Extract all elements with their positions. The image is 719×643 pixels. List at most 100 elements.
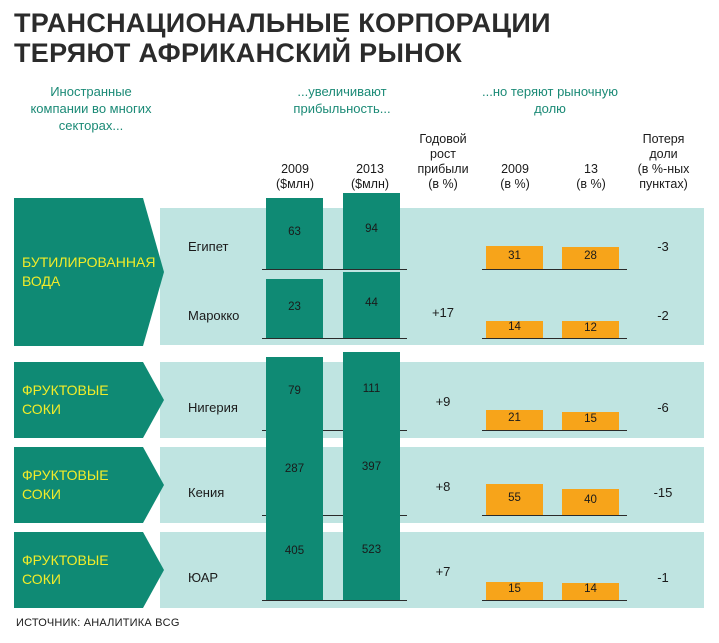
- bar-profit-2009: [266, 506, 323, 600]
- baseline-share: [482, 338, 627, 339]
- subtitle-middle-line: прибыльность...: [293, 101, 391, 116]
- bar-label-share-13: 12: [584, 321, 597, 334]
- bar-label-share-13: 40: [584, 494, 597, 507]
- subtitle-right-line: ...но теряют рыночную: [482, 84, 618, 99]
- subtitle-left: Иностранные компании во многих секторах.…: [16, 83, 166, 134]
- bar-label-profit-2013: 523: [361, 543, 382, 556]
- title-line-2: ТЕРЯЮТ АФРИКАНСКИЙ РЫНОК: [14, 38, 463, 68]
- bar-share-13: [562, 412, 619, 430]
- bar-label-share-2009: 55: [508, 491, 521, 504]
- col-header-line: Годовой: [419, 132, 467, 146]
- bar-profit-2009: [266, 198, 323, 269]
- country-label: Египет: [188, 239, 229, 254]
- bar-profit-2009: [266, 426, 323, 515]
- growth-value-nigeria: +9: [435, 394, 451, 409]
- col-header-line: (в %-ных: [637, 162, 690, 176]
- bar-label-share-13: 14: [584, 583, 597, 596]
- growth-value-sa: +7: [435, 564, 451, 579]
- bar-label-share-13: 28: [584, 250, 597, 263]
- baseline-profit: [262, 269, 407, 270]
- growth-value-water: +17: [431, 305, 455, 320]
- sector-label-text: БУТИЛИРОВАННАЯ ВОДА: [22, 253, 156, 291]
- bar-label-share-2009: 21: [508, 412, 521, 425]
- bar-profit-2009: [266, 279, 323, 338]
- bar-label-share-2009: 15: [508, 583, 521, 596]
- baseline-share: [482, 600, 627, 601]
- country-label: ЮАР: [188, 570, 219, 585]
- bar-share-2009: [486, 484, 543, 515]
- col-header-line: рост: [430, 147, 456, 161]
- bar-label-profit-2013: 111: [362, 383, 381, 396]
- bar-share-13: [562, 489, 619, 515]
- col-header-line: ($млн): [350, 177, 390, 191]
- growth-value-kenya: +8: [435, 479, 451, 494]
- sector-label-juice-nigeria: ФРУКТОВЫЕ СОКИ: [14, 362, 164, 438]
- title-line-1: ТРАНСНАЦИОНАЛЬНЫЕ КОРПОРАЦИИ: [14, 8, 551, 38]
- col-header-line: 2013: [356, 162, 384, 176]
- bar-profit-2013: [343, 352, 400, 430]
- bar-share-2009: [486, 246, 543, 269]
- sector-label-text: ФРУКТОВЫЕ СОКИ: [22, 552, 109, 587]
- section-band-water: [160, 208, 704, 345]
- loss-value: -15: [653, 485, 673, 500]
- col-header-line: пунктах): [639, 177, 688, 191]
- bar-label-profit-2013: 397: [361, 460, 382, 473]
- subtitle-left-line: Иностранные: [50, 84, 132, 99]
- subtitle-right-line: долю: [534, 101, 566, 116]
- bar-share-13: [562, 247, 619, 269]
- country-label: Кения: [188, 485, 225, 500]
- bar-share-2009: [486, 582, 543, 600]
- bar-profit-2009: [266, 356, 323, 430]
- bar-label-profit-2013: 94: [365, 223, 378, 236]
- col-header-line: Потеря: [642, 132, 685, 146]
- col-header-line: 2009: [501, 162, 529, 176]
- loss-value: -6: [657, 400, 669, 415]
- bar-share-2009: [486, 320, 543, 338]
- bar-profit-2013: [343, 422, 400, 515]
- col-header-line: (в %): [500, 177, 530, 191]
- col-header-line: 2009: [281, 162, 309, 176]
- col-header-line: ($млн): [275, 177, 315, 191]
- subtitle-middle: ...увеличивают прибыльность...: [262, 83, 422, 117]
- col-header-line: (в %): [576, 177, 606, 191]
- bar-label-profit-2013: 44: [365, 296, 378, 309]
- bar-profit-2013: [343, 503, 400, 600]
- loss-value: -2: [657, 308, 669, 323]
- baseline-share: [482, 430, 627, 431]
- baseline-share: [482, 515, 627, 516]
- sector-label-text: ФРУКТОВЫЕ СОКИ: [22, 382, 109, 417]
- baseline-profit: [262, 430, 407, 431]
- col-header-loss: Потеря доли (в %-ных пунктах): [626, 132, 701, 192]
- loss-value: -3: [657, 239, 669, 254]
- col-header-growth: Годовой рост прибыли (в %): [408, 132, 478, 192]
- chart-title: ТРАНСНАЦИОНАЛЬНЫЕ КОРПОРАЦИИ ТЕРЯЮТ АФРИ…: [14, 8, 551, 68]
- col-header-profit-2013: 2013 ($млн): [340, 162, 400, 192]
- col-header-line: прибыли: [417, 162, 469, 176]
- bar-share-2009: [486, 410, 543, 430]
- subtitle-middle-line: ...увеличивают: [297, 84, 387, 99]
- bar-label-profit-2009: 63: [288, 225, 301, 238]
- bar-profit-2013: [343, 193, 400, 269]
- col-header-share-13: 13 (в %): [561, 162, 621, 192]
- baseline-share: [482, 269, 627, 270]
- sector-label-line: БУТИЛИРОВАННАЯ: [22, 254, 156, 270]
- sector-label-juice-kenya: ФРУКТОВЫЕ СОКИ: [14, 447, 164, 523]
- sector-label-line: ВОДА: [22, 273, 61, 289]
- col-header-line: доли: [649, 147, 678, 161]
- col-header-line: 13: [584, 162, 598, 176]
- bar-label-profit-2009: 287: [284, 462, 305, 475]
- sector-label-juice-sa: ФРУКТОВЫЕ СОКИ: [14, 532, 164, 608]
- country-label: Нигерия: [188, 400, 238, 415]
- sector-label-text: ФРУКТОВЫЕ СОКИ: [22, 467, 109, 502]
- source-note: ИСТОЧНИК: АНАЛИТИКА BCG: [16, 617, 180, 629]
- bar-label-share-13: 15: [584, 413, 597, 426]
- bar-share-13: [562, 321, 619, 338]
- bar-profit-2013: [343, 271, 400, 338]
- bar-label-share-2009: 14: [508, 321, 521, 334]
- bar-label-profit-2009: 79: [288, 385, 301, 398]
- subtitle-left-line: секторах...: [58, 118, 124, 133]
- baseline-profit: [262, 515, 407, 516]
- col-header-profit-2009: 2009 ($млн): [265, 162, 325, 192]
- subtitle-right: ...но теряют рыночную долю: [460, 83, 640, 117]
- bar-label-profit-2009: 405: [284, 545, 305, 558]
